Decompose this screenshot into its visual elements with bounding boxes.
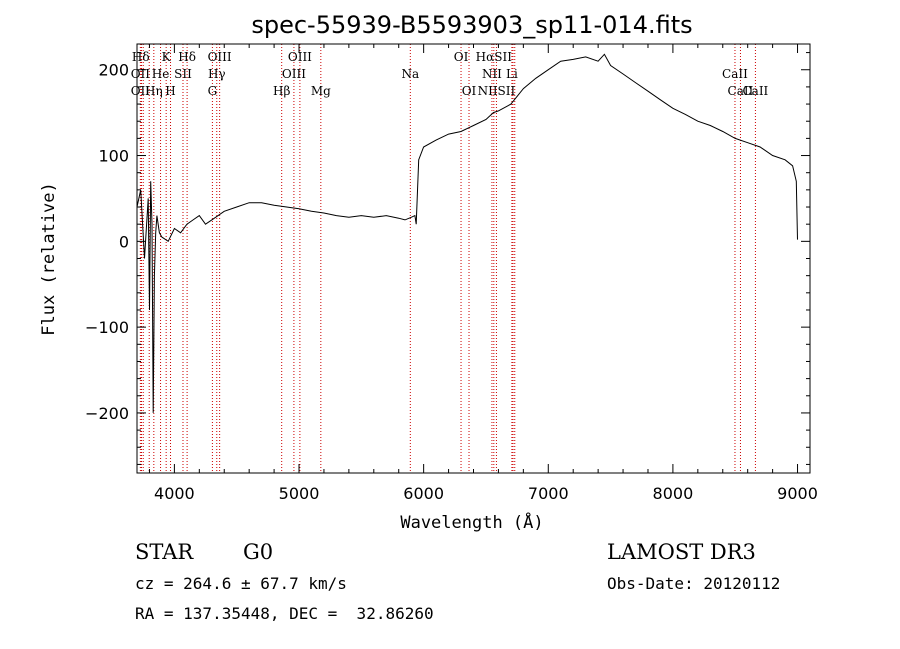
y-tick-label: 0 bbox=[119, 232, 129, 251]
object-subclass: G0 bbox=[243, 540, 274, 564]
x-tick-label: 4000 bbox=[154, 484, 195, 503]
y-axis-label: Flux (relative) bbox=[39, 182, 59, 336]
spectral-line-label: CaII bbox=[728, 84, 754, 98]
spectral-line-labels: Hδ K Hδ OIII OIII OI HαSII OII He SII Hγ OIII Na NII L… bbox=[131, 50, 769, 98]
x-tick-label: 9000 bbox=[777, 484, 818, 503]
spectral-line-label: OI bbox=[454, 50, 469, 64]
spectral-line-label: CaII bbox=[722, 67, 748, 81]
spectral-line-label: Na bbox=[401, 67, 419, 81]
spectral-line-label: Hδ bbox=[132, 50, 150, 64]
obs-date: Obs-Date: 20120112 bbox=[607, 574, 781, 593]
spectral-line-label: OIII bbox=[282, 67, 306, 81]
spectral-line-label: OII bbox=[131, 84, 151, 98]
spectral-line-label: Hδ bbox=[178, 50, 196, 64]
x-tick-label: 5000 bbox=[279, 484, 320, 503]
y-tick-label: 200 bbox=[98, 61, 129, 80]
chart-title: spec-55939-B5593903_sp11-014.fits bbox=[251, 11, 692, 39]
tick-labels: 4000 5000 6000 7000 8000 9000 −200 −100 0 100 200 bbox=[85, 61, 818, 503]
x-axis-label: Wavelength (Å) bbox=[400, 511, 543, 533]
spectral-line-label: NIISII bbox=[478, 84, 516, 98]
y-tick-label: −100 bbox=[85, 318, 129, 337]
spectral-line-label: OIII bbox=[288, 50, 312, 64]
spectral-line-label: OIII bbox=[208, 50, 232, 64]
spectral-line-label: He bbox=[152, 67, 170, 81]
object-class: STAR bbox=[135, 540, 194, 564]
spectral-line-label: Hη bbox=[145, 84, 163, 98]
redshift-cz: cz = 264.6 ± 67.7 km/s bbox=[135, 574, 347, 593]
spectral-line-label: Hβ bbox=[273, 84, 290, 98]
spectral-line-label: HαSII bbox=[476, 50, 513, 64]
x-tick-label: 6000 bbox=[403, 484, 444, 503]
coordinates: RA = 137.35448, DEC = 32.86260 bbox=[135, 604, 434, 623]
spectral-line-label: CaII bbox=[742, 84, 768, 98]
spectral-line-label: NII bbox=[482, 67, 502, 81]
x-tick-label: 7000 bbox=[528, 484, 569, 503]
spectral-line-label: OI bbox=[462, 84, 477, 98]
spectral-line-label: G bbox=[208, 84, 218, 98]
spectral-line-label: H bbox=[165, 84, 175, 98]
spectral-line-label: SII bbox=[174, 67, 192, 81]
survey-name: LAMOST DR3 bbox=[607, 540, 756, 564]
spectral-line-label: Mg bbox=[311, 84, 331, 98]
line-markers bbox=[139, 44, 756, 473]
spectral-line-label: OII bbox=[131, 67, 151, 81]
y-tick-label: −200 bbox=[85, 404, 129, 423]
spectrum-series-line bbox=[136, 53, 798, 413]
x-tick-label: 8000 bbox=[653, 484, 694, 503]
spectral-line-label: K bbox=[162, 50, 172, 64]
plot-frame bbox=[136, 43, 811, 474]
y-tick-label: 100 bbox=[98, 147, 129, 166]
spectral-line-label: Hγ bbox=[208, 67, 226, 81]
axis-ticks bbox=[137, 44, 810, 473]
spectral-line-label: Li bbox=[506, 67, 518, 81]
